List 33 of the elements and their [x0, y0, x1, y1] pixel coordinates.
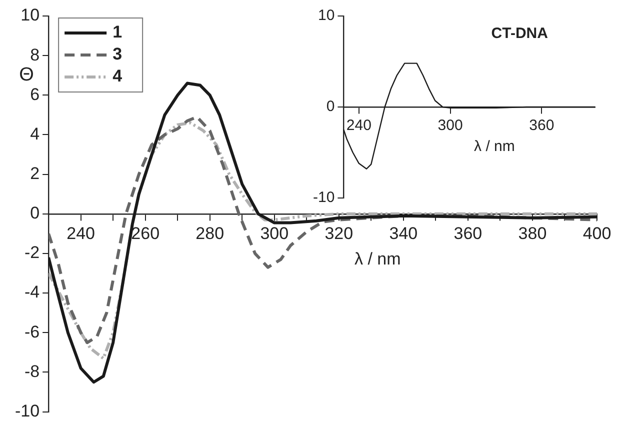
x-tick-label: 240: [66, 224, 96, 243]
y-tick-label: -8: [24, 362, 40, 381]
y-tick-label: 10: [318, 7, 335, 24]
x-axis-title: λ / nm: [474, 138, 515, 156]
text: CT-DNA: [491, 25, 548, 42]
y-tick-label: 6: [30, 84, 40, 104]
legend-label: 3: [112, 44, 122, 64]
x-tick-label: 320: [324, 224, 354, 243]
y-tick-label: 0: [30, 204, 40, 223]
y-axis-title: Θ: [19, 64, 34, 86]
x-tick-label: 260: [131, 224, 160, 243]
legend-label: 1: [112, 22, 122, 42]
x-tick-label: 360: [454, 224, 482, 243]
x-tick-label: 400: [582, 224, 612, 243]
y-tick-label: -2: [24, 243, 40, 262]
y-tick-label: 0: [326, 98, 335, 116]
y-tick-label: 4: [30, 124, 40, 144]
legend-label: 4: [112, 66, 123, 86]
y-tick-label: 8: [30, 45, 40, 64]
x-tick-label: 280: [196, 224, 224, 243]
x-tick-label: 340: [389, 224, 418, 243]
y-tick-label: -6: [24, 322, 40, 342]
x-tick-label: 360: [529, 117, 554, 134]
y-tick-label: -4: [24, 282, 40, 302]
x-tick-label: 380: [518, 224, 547, 243]
y-tick-label: 10: [20, 6, 40, 25]
y-tick-label: -10: [14, 401, 40, 420]
y-tick-label: -10: [312, 189, 335, 206]
y-tick-label: 2: [30, 164, 40, 184]
x-tick-label: 240: [346, 117, 372, 134]
x-tick-label: 300: [260, 224, 289, 243]
x-tick-label: 300: [438, 117, 463, 134]
x-axis-title: λ / nm: [354, 250, 401, 269]
